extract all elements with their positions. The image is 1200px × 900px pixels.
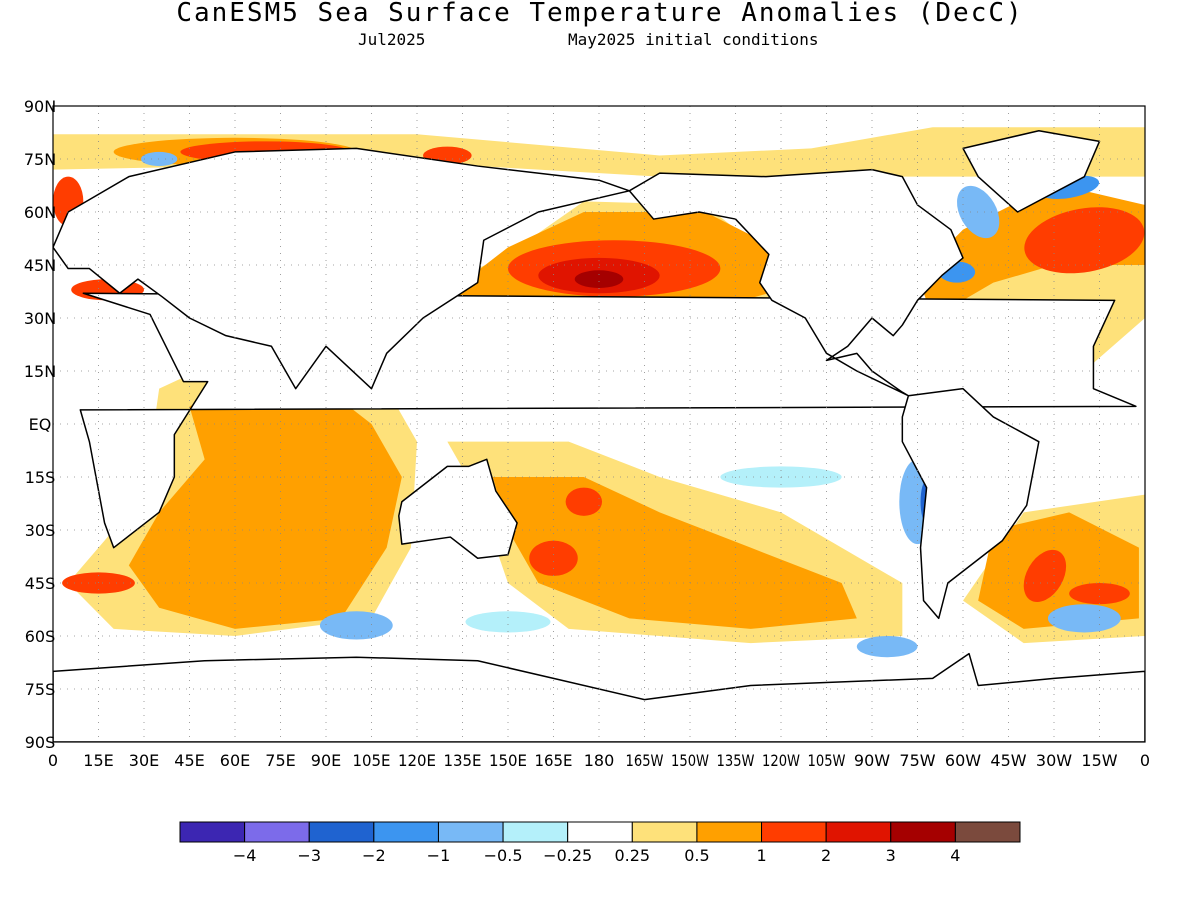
colorbar-label: −4 (233, 846, 257, 865)
lon-label: 30W (1036, 751, 1072, 770)
lon-label: 15W (1081, 751, 1117, 770)
lat-label: 75S (25, 680, 56, 699)
lon-label: 90W (854, 751, 890, 770)
lat-label: 45N (24, 256, 56, 275)
colorbar-swatch (761, 821, 827, 843)
colorbar-swatch (179, 821, 246, 843)
lon-label: 135E (444, 751, 482, 770)
continent-north-america (628, 168, 964, 397)
colorbar-label: 3 (886, 846, 896, 865)
lon-label: 150W (671, 751, 709, 770)
anom-so-cyan (465, 611, 551, 633)
colorbar-swatch (437, 821, 504, 843)
lat-label: 75N (24, 150, 56, 169)
lat-label: 60S (25, 627, 56, 646)
lat-label: 90S (25, 733, 56, 752)
graticule (53, 106, 1145, 742)
colorbar-swatch (696, 821, 763, 843)
colorbar-label: 2 (821, 846, 831, 865)
lon-label: 15E (83, 751, 113, 770)
continent-greenland (962, 129, 1101, 213)
latitude-labels: 90N 75N 60N 45N 30N 15N EQ 15S 30S 45S 60S 75S 90S (24, 97, 56, 752)
anom-satl-red (1023, 549, 1067, 603)
colorbar-swatch (954, 821, 1021, 843)
colorbar-swatch (308, 821, 375, 843)
lat-label: 15S (25, 468, 56, 487)
lat-label: 45S (25, 574, 56, 593)
land-outline (53, 129, 1145, 742)
lat-label: 30N (24, 309, 56, 328)
lon-label: 90E (311, 751, 341, 770)
anom-so-blue3 (1047, 604, 1121, 633)
lon-label: 45E (174, 751, 204, 770)
colorbar-label: −3 (297, 846, 321, 865)
valid-month-label: Jul2025 (358, 30, 426, 49)
lat-label: 30S (25, 521, 56, 540)
colorbar-swatch (825, 821, 892, 843)
colorbar-label: 0.25 (614, 846, 650, 865)
lon-label: 75E (265, 751, 295, 770)
colorbar-swatch (890, 821, 956, 843)
lon-label: 105E (353, 751, 391, 770)
colorbar-label: −0.25 (543, 846, 592, 865)
colorbar-label: −0.5 (484, 846, 523, 865)
anom-satl-red2 (1069, 583, 1130, 605)
lon-label: 165E (535, 751, 573, 770)
colorbar-swatch (631, 821, 698, 843)
colorbar-swatch (567, 821, 633, 843)
lon-label: 120E (398, 751, 436, 770)
anom-tasman-red (529, 540, 578, 576)
anom-so-blue1 (319, 611, 393, 640)
colorbar-label: −1 (427, 846, 451, 865)
anom-labrador-blue (956, 185, 1000, 239)
lat-label: EQ (29, 415, 52, 434)
lon-label: 105W (808, 751, 846, 770)
continent-south-america (901, 387, 1040, 620)
colorbar-label: 4 (950, 846, 960, 865)
lat-label: 90N (24, 97, 56, 116)
anom-npac-red3 (574, 270, 624, 288)
colorbar: −4 −3 −2 −1 −0.5 −0.25 0.25 0.5 1 2 3 4 (179, 821, 1021, 865)
lat-label: 60N (24, 203, 56, 222)
map-field (53, 106, 1145, 742)
longitude-labels: 0 15E 30E 45E 60E 75E 90E 105E 120E 135E 150E 165E 1… (48, 751, 1150, 770)
lon-label: 75W (899, 751, 935, 770)
continent-eurasia (53, 147, 631, 390)
chart-title: CanESM5 Sea Surface Temperature Anomalie… (176, 0, 1024, 28)
colorbar-swatch (373, 821, 439, 843)
lon-label: 0 (1140, 751, 1150, 770)
lon-label: 165W (626, 751, 664, 770)
lon-label: 135W (717, 751, 755, 770)
anom-spac-red (565, 487, 603, 516)
initial-conditions-label: May2025 initial conditions (568, 30, 819, 49)
continent-antarctica (53, 652, 1145, 742)
lon-label: 0 (48, 751, 58, 770)
lon-label: 150E (489, 751, 527, 770)
colorbar-label: 0.5 (684, 846, 709, 865)
lon-label: 45W (990, 751, 1026, 770)
colorbar-label: 1 (756, 846, 766, 865)
lon-label: 30E (129, 751, 159, 770)
anom-indian-orange (128, 371, 402, 629)
map-frame (52, 105, 1146, 743)
colorbar-swatch (502, 821, 569, 843)
anom-kara-blue (140, 151, 178, 167)
anom-so-blue2 (856, 636, 918, 658)
lat-label: 15N (24, 362, 56, 381)
lon-label: 120W (762, 751, 800, 770)
colorbar-swatch (244, 821, 310, 843)
continent-australia (398, 458, 518, 560)
lon-label: 180 (584, 751, 615, 770)
colorbar-label: −2 (362, 846, 386, 865)
anom-natl-red (1024, 207, 1145, 274)
lon-label: 60W (945, 751, 981, 770)
lon-label: 60E (220, 751, 250, 770)
